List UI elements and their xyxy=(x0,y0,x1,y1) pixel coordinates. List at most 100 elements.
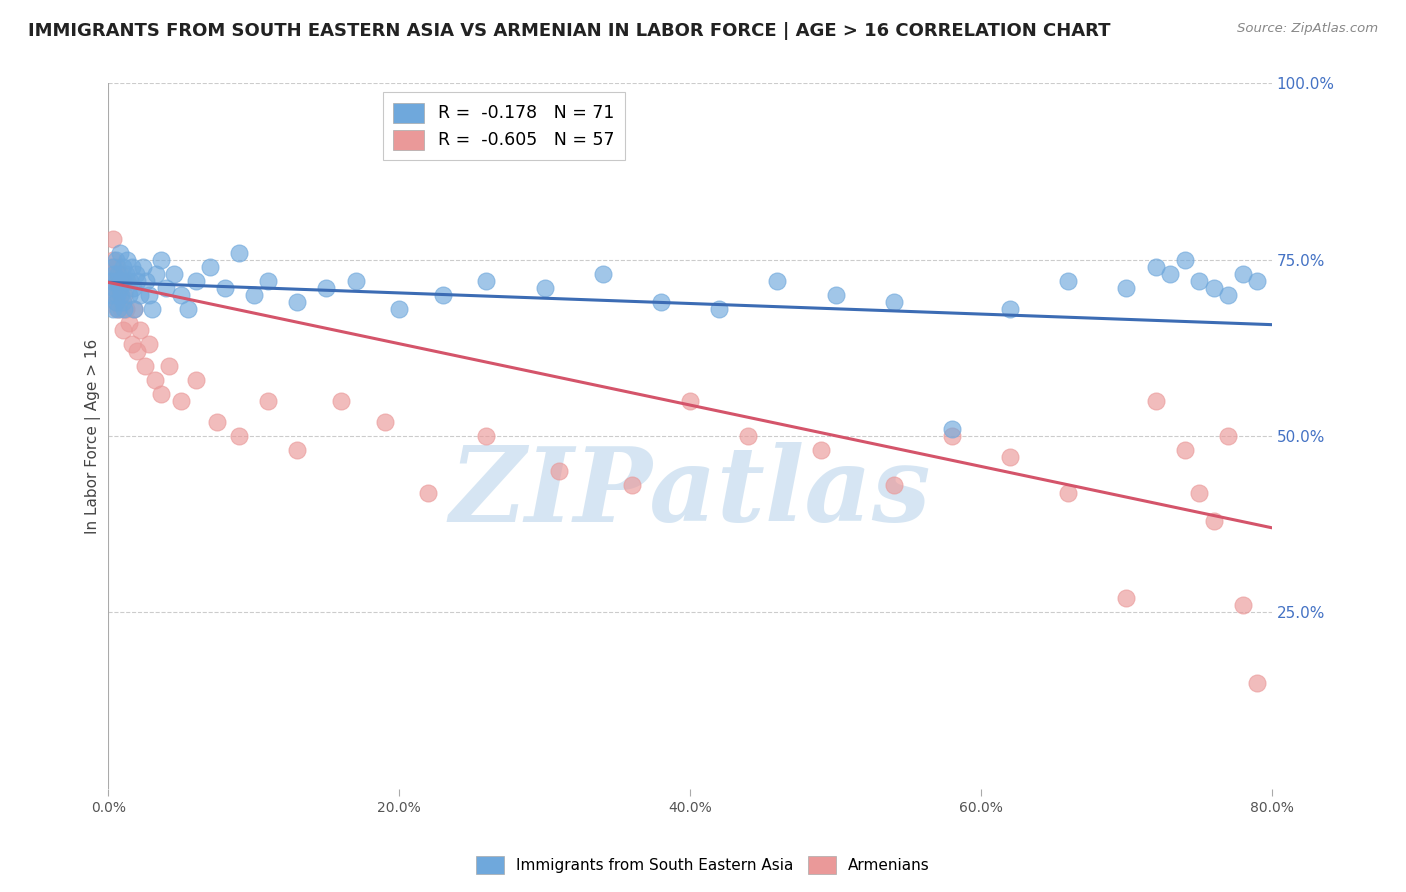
Point xyxy=(207,415,229,429)
Point xyxy=(149,386,172,401)
Point xyxy=(374,415,396,429)
Point xyxy=(141,302,163,317)
Point xyxy=(127,274,149,288)
Point xyxy=(1218,429,1240,443)
Text: IMMIGRANTS FROM SOUTH EASTERN ASIA VS ARMENIAN IN LABOR FORCE | AGE > 16 CORRELA: IMMIGRANTS FROM SOUTH EASTERN ASIA VS AR… xyxy=(28,22,1111,40)
Point xyxy=(101,302,124,317)
Legend: Immigrants from South Eastern Asia, Armenians: Immigrants from South Eastern Asia, Arme… xyxy=(470,850,936,880)
Point xyxy=(112,274,135,288)
Point xyxy=(941,422,963,436)
Point xyxy=(110,288,132,302)
Point xyxy=(108,267,131,281)
Point xyxy=(135,274,157,288)
Point xyxy=(475,429,498,443)
Point xyxy=(737,429,759,443)
Point xyxy=(132,260,155,274)
Point xyxy=(98,274,121,288)
Point xyxy=(117,288,139,302)
Point xyxy=(1144,260,1167,274)
Point xyxy=(121,337,143,351)
Point xyxy=(170,393,193,408)
Point xyxy=(242,288,264,302)
Point xyxy=(101,252,124,267)
Point xyxy=(112,302,135,317)
Point xyxy=(105,302,128,317)
Point xyxy=(107,267,129,281)
Point xyxy=(285,295,308,310)
Point xyxy=(228,429,250,443)
Point xyxy=(103,281,125,295)
Point xyxy=(315,281,337,295)
Point xyxy=(198,260,221,274)
Point xyxy=(100,274,122,288)
Point xyxy=(475,274,498,288)
Legend: R =  -0.178   N = 71, R =  -0.605   N = 57: R = -0.178 N = 71, R = -0.605 N = 57 xyxy=(382,92,626,160)
Point xyxy=(214,281,236,295)
Point xyxy=(1144,393,1167,408)
Point xyxy=(124,302,146,317)
Point xyxy=(883,478,905,492)
Point xyxy=(1202,281,1225,295)
Point xyxy=(145,267,167,281)
Point xyxy=(114,302,136,317)
Point xyxy=(620,478,643,492)
Text: ZIPatlas: ZIPatlas xyxy=(450,442,931,543)
Point xyxy=(107,302,129,317)
Point xyxy=(110,274,132,288)
Point xyxy=(1159,267,1181,281)
Point xyxy=(1115,281,1137,295)
Point xyxy=(257,274,280,288)
Point xyxy=(103,281,125,295)
Point xyxy=(103,267,125,281)
Point xyxy=(155,281,177,295)
Y-axis label: In Labor Force | Age > 16: In Labor Force | Age > 16 xyxy=(86,338,101,533)
Point xyxy=(104,295,127,310)
Point xyxy=(1057,274,1080,288)
Point xyxy=(766,274,789,288)
Point xyxy=(129,288,152,302)
Point xyxy=(101,260,124,274)
Point xyxy=(104,274,127,288)
Point xyxy=(330,393,353,408)
Point xyxy=(592,267,614,281)
Point xyxy=(129,323,152,337)
Point xyxy=(285,443,308,458)
Point xyxy=(1218,288,1240,302)
Point xyxy=(120,274,142,288)
Point xyxy=(112,288,135,302)
Point xyxy=(1115,591,1137,606)
Point xyxy=(107,281,129,295)
Point xyxy=(388,302,411,317)
Point xyxy=(108,281,131,295)
Point xyxy=(108,288,131,302)
Point xyxy=(810,443,832,458)
Point xyxy=(941,429,963,443)
Point xyxy=(418,485,440,500)
Point xyxy=(170,288,193,302)
Point xyxy=(228,245,250,260)
Point xyxy=(111,260,134,274)
Point xyxy=(104,252,127,267)
Point xyxy=(111,274,134,288)
Point xyxy=(1188,485,1211,500)
Point xyxy=(149,252,172,267)
Point xyxy=(1202,514,1225,528)
Point xyxy=(101,231,124,245)
Point xyxy=(100,260,122,274)
Point xyxy=(105,274,128,288)
Point xyxy=(138,288,160,302)
Point xyxy=(184,274,207,288)
Point xyxy=(432,288,454,302)
Point xyxy=(1188,274,1211,288)
Point xyxy=(1246,274,1268,288)
Point xyxy=(533,281,555,295)
Point xyxy=(679,393,702,408)
Point xyxy=(117,316,139,330)
Point xyxy=(1246,676,1268,690)
Point xyxy=(127,344,149,359)
Point xyxy=(548,464,571,478)
Point xyxy=(104,295,127,310)
Point xyxy=(1174,443,1197,458)
Point xyxy=(122,281,145,295)
Point xyxy=(111,295,134,310)
